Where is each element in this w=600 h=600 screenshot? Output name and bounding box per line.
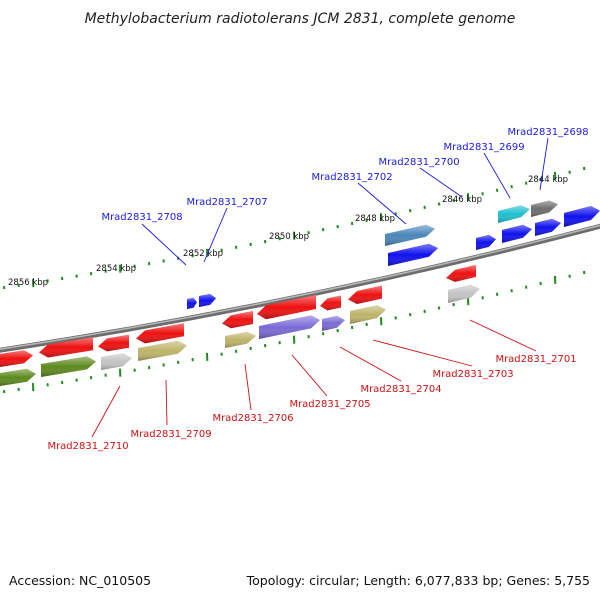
gene-arrow-shading (98, 334, 129, 352)
leader-line (291, 354, 328, 397)
gene-features (0, 200, 600, 386)
scale-label: 2848 kbp (355, 214, 395, 224)
gene-arrow-shading (388, 243, 438, 266)
leader-line (203, 207, 228, 263)
gene-arrow-shading (502, 224, 532, 243)
scale-label: 2850 kbp (269, 232, 309, 242)
gene-arrow-shading (322, 315, 345, 331)
scale-label: 2852 kbp (183, 249, 223, 259)
gene-arrow-shading (225, 331, 256, 348)
gene-label: Mrad2831_2703 (432, 369, 513, 380)
gene-arrow-shading (448, 284, 480, 303)
gene-arrow-shading (531, 200, 558, 217)
accession-text: Accession: NC_010505 (9, 573, 151, 588)
leader-line (539, 137, 549, 191)
gene-arrow-shading (385, 224, 435, 246)
gene-arrow-shading (136, 323, 184, 344)
gene-arrow-shading (41, 356, 96, 377)
leader-line (141, 223, 187, 266)
scale-label: 2846 kbp (442, 195, 482, 205)
leader-line (357, 182, 407, 225)
genome-summary-text: Topology: circular; Length: 6,077,833 bp… (246, 573, 590, 588)
gene-arrow-shading (348, 285, 382, 304)
gene-label: Mrad2831_2710 (47, 441, 128, 452)
gene-label: Mrad2831_2709 (130, 429, 211, 440)
gene-label: Mrad2831_2707 (186, 197, 267, 208)
gene-arrow-shading (350, 305, 386, 324)
leader-line (483, 152, 511, 199)
gene-arrow-shading (187, 297, 197, 309)
gene-label: Mrad2831_2704 (360, 384, 441, 395)
scale-label: 2844 kbp (528, 175, 568, 185)
gene-label: Mrad2831_2700 (378, 157, 459, 168)
gene-arrow-shading (222, 311, 253, 329)
scale-ticks-inner (3, 270, 586, 394)
gene-label: Mrad2831_2705 (289, 399, 370, 410)
gene-label: Mrad2831_2698 (507, 127, 588, 138)
genome-backbone (0, 223, 600, 353)
gene-label: Mrad2831_2701 (495, 354, 576, 365)
leader-line (165, 379, 168, 426)
leader-line (91, 385, 121, 438)
gene-label: Mrad2831_2702 (311, 172, 392, 183)
gene-arrow-shading (257, 295, 316, 320)
leader-line (339, 346, 402, 382)
gene-label: Mrad2831_2708 (101, 212, 182, 223)
gene-arrow-shading (564, 206, 600, 227)
leader-line (372, 339, 473, 367)
gene-arrow-shading (498, 205, 530, 223)
gene-arrow-shading (39, 337, 93, 358)
gene-arrow-shading (259, 315, 320, 339)
gene-arrow-shading (476, 234, 496, 250)
scale-label: 2856 kbp (8, 278, 48, 288)
scale-ticks-outer (3, 166, 586, 290)
leader-line (419, 167, 463, 198)
gene-label: Mrad2831_2706 (212, 413, 293, 424)
gene-label: Mrad2831_2699 (443, 142, 524, 153)
genome-title: Methylobacterium radiotolerans JCM 2831,… (85, 11, 516, 27)
gene-arrow-shading (446, 264, 476, 282)
scale-label: 2854 kbp (96, 264, 136, 274)
leader-line (469, 319, 537, 352)
gene-arrow-shading (101, 353, 132, 370)
leader-line (244, 363, 252, 411)
gene-arrow-shading (138, 340, 187, 361)
gene-arrow-shading (0, 350, 33, 367)
gene-arrow-shading (0, 368, 36, 386)
gene-arrow-shading (535, 218, 561, 236)
gene-arrow-shading (320, 295, 341, 311)
gene-arrow-shading (199, 293, 216, 307)
